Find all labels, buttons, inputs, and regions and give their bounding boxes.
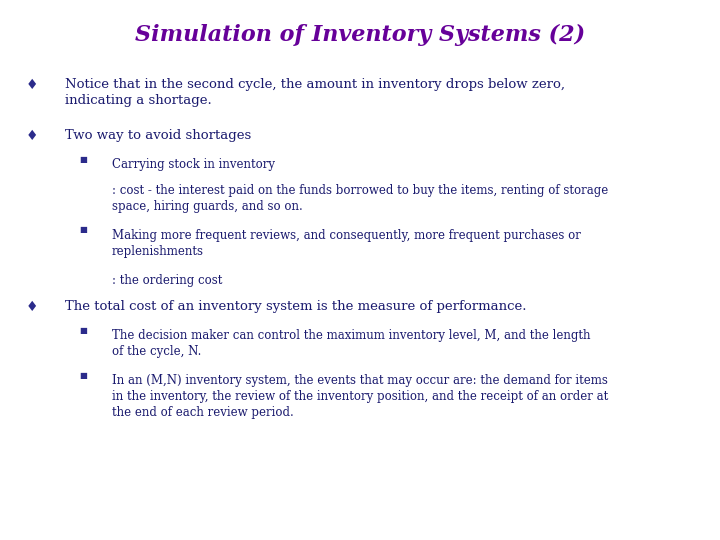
Text: ■: ■ [79, 372, 86, 380]
Text: ■: ■ [79, 226, 86, 234]
Text: Two way to avoid shortages: Two way to avoid shortages [65, 129, 251, 141]
Text: ♦: ♦ [26, 300, 39, 314]
Text: ■: ■ [79, 327, 86, 335]
Text: ■: ■ [79, 156, 86, 164]
Text: Making more frequent reviews, and consequently, more frequent purchases or
reple: Making more frequent reviews, and conseq… [112, 229, 580, 258]
Text: Carrying stock in inventory: Carrying stock in inventory [112, 158, 274, 171]
Text: ♦: ♦ [26, 78, 39, 92]
Text: In an (M,N) inventory system, the events that may occur are: the demand for item: In an (M,N) inventory system, the events… [112, 374, 608, 419]
Text: The decision maker can control the maximum inventory level, M, and the length
of: The decision maker can control the maxim… [112, 329, 590, 359]
Text: The total cost of an inventory system is the measure of performance.: The total cost of an inventory system is… [65, 300, 526, 313]
Text: : the ordering cost: : the ordering cost [112, 274, 222, 287]
Text: Simulation of Inventory Systems (2): Simulation of Inventory Systems (2) [135, 24, 585, 46]
Text: : cost - the interest paid on the funds borrowed to buy the items, renting of st: : cost - the interest paid on the funds … [112, 184, 608, 213]
Text: ♦: ♦ [26, 129, 39, 143]
Text: Notice that in the second cycle, the amount in inventory drops below zero,
indic: Notice that in the second cycle, the amo… [65, 78, 564, 107]
